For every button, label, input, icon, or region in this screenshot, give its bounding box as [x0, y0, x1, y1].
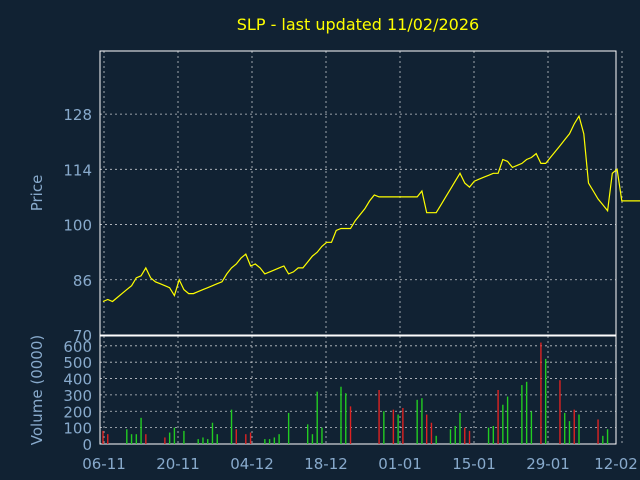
x-tick-label: 15-01 [452, 455, 496, 473]
x-tick-label: 20-11 [156, 455, 200, 473]
price-panel: 70 86 100 114 128 Price [28, 50, 640, 345]
volume-y-tick-label: 400 [63, 371, 92, 389]
x-tick-label: 06-11 [82, 455, 126, 473]
price-series-line [102, 114, 640, 303]
price-y-tick-label: 114 [63, 161, 92, 179]
volume-y-tick-label: 300 [63, 387, 92, 405]
x-tick-label: 04-12 [230, 455, 274, 473]
x-tick-label: 01-01 [378, 455, 422, 473]
volume-y-tick-label: 500 [63, 354, 92, 372]
volume-plot-area [99, 335, 617, 445]
price-y-tick-label: 100 [63, 217, 92, 235]
date-x-axis: 06-11 20-11 04-12 18-12 01-01 15-01 29-01 12-02 [82, 455, 638, 473]
price-axis-label: Price [28, 175, 46, 212]
volume-axis-label: Volume (0000) [28, 335, 46, 445]
chart-title: SLP - last updated 11/02/2026 [237, 15, 479, 34]
price-gridlines [100, 51, 623, 335]
price-plot-area [99, 50, 617, 336]
volume-y-tick-label: 100 [63, 420, 92, 438]
price-y-axis: 70 86 100 114 128 [63, 106, 92, 345]
price-y-tick-label: 70 [73, 327, 92, 345]
volume-gridlines [100, 336, 623, 444]
price-y-tick-label: 128 [63, 106, 92, 124]
x-tick-label: 18-12 [304, 455, 348, 473]
volume-y-tick-label: 200 [63, 403, 92, 421]
volume-y-tick-label: 0 [82, 436, 92, 454]
price-y-tick-label: 86 [73, 272, 92, 290]
volume-bars [102, 342, 609, 444]
x-tick-label: 12-02 [594, 455, 638, 473]
x-tick-label: 29-01 [526, 455, 570, 473]
volume-y-tick-label: 600 [63, 338, 92, 356]
